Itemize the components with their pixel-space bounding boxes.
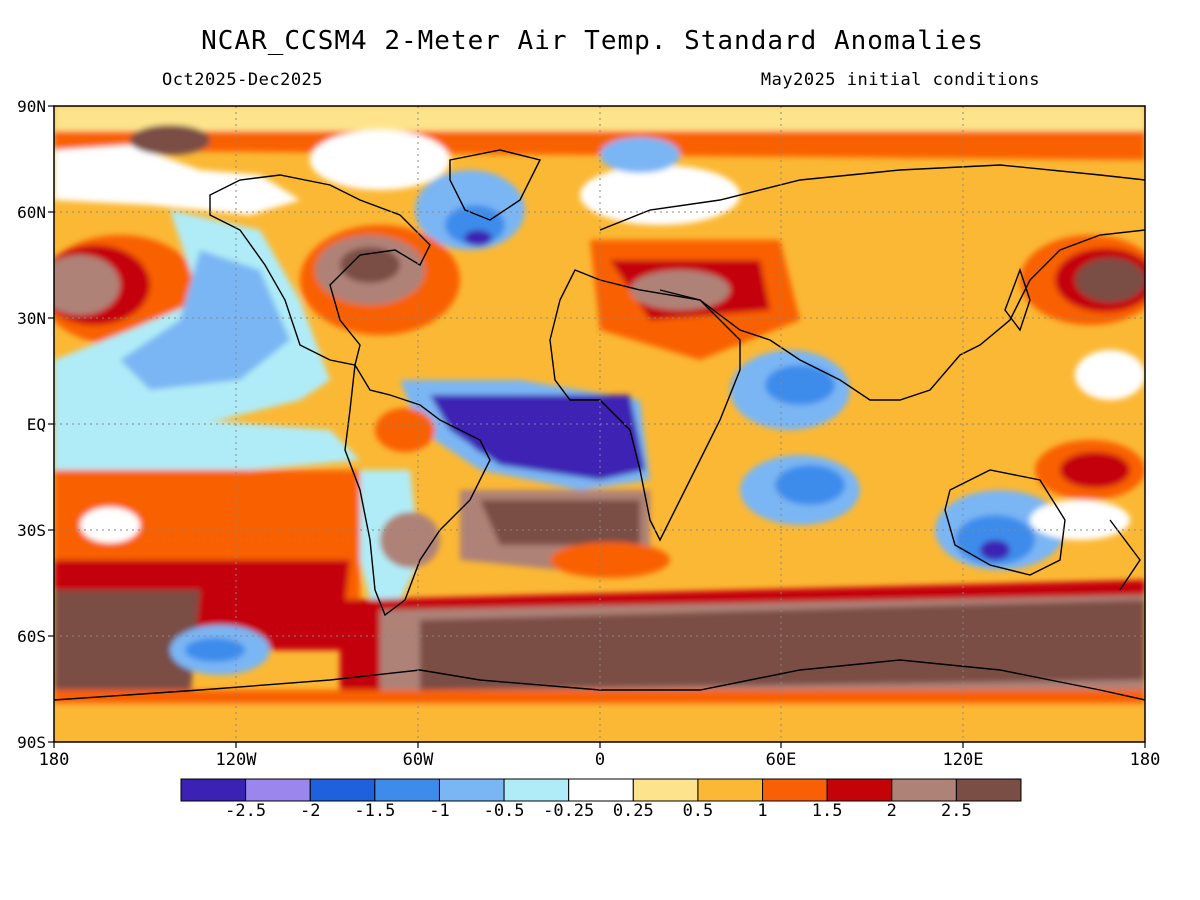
axis-ticks [48, 105, 1146, 748]
colorbar-label: -2 [299, 801, 321, 821]
forecast-period: Oct2025-Dec2025 [162, 70, 324, 90]
colorbar-swatch [438, 778, 505, 802]
colorbar-label: -1.5 [354, 801, 396, 821]
lon-label-120w: 120W [215, 750, 257, 770]
colorbar-label: 0.25 [612, 801, 654, 821]
colorbar-swatch [568, 778, 634, 802]
colorbar [180, 778, 1022, 802]
colorbar-label: 2.5 [941, 801, 972, 821]
colorbar-label: 1.5 [811, 801, 843, 821]
lon-label-180e: 180 [1129, 750, 1161, 770]
lon-label-120e: 120E [942, 750, 984, 770]
lat-label-eq: EQ [26, 415, 46, 434]
lon-label-0: 0 [594, 750, 606, 770]
colorbar-swatch [245, 778, 311, 802]
colorbar-label: -2.5 [225, 801, 267, 821]
colorbar-label: 0.5 [682, 801, 714, 821]
colorbar-label: 1 [757, 801, 768, 821]
lat-label-60s: 60S [17, 627, 46, 646]
colorbar-swatch [697, 778, 764, 802]
colorbar-label: -0.25 [543, 801, 595, 821]
lat-label-90n: 90N [17, 97, 46, 116]
initial-conditions: May2025 initial conditions [760, 70, 1040, 90]
lat-label-60n: 60N [17, 203, 46, 222]
chart-title: NCAR_CCSM4 2-Meter Air Temp. Standard An… [201, 26, 984, 56]
gridlines [54, 106, 1145, 742]
colorbar-swatch [762, 778, 828, 802]
colorbar-swatch [180, 778, 247, 802]
colorbar-swatch [826, 778, 893, 802]
lon-label-60w: 60W [402, 750, 434, 770]
lon-label-60e: 60E [765, 750, 797, 770]
colorbar-swatch [309, 778, 376, 802]
lat-label-90s: 90S [17, 733, 46, 752]
lat-label-30n: 30N [17, 309, 46, 328]
colorbar-swatch [632, 778, 699, 802]
coastlines [53, 149, 1146, 701]
colorbar-swatch [891, 778, 957, 802]
colorbar-label: 2 [886, 801, 897, 821]
lon-label-180w: 180 [38, 750, 70, 770]
lat-label-30s: 30S [17, 521, 46, 540]
colorbar-swatch [503, 778, 570, 802]
anomaly-field [54, 106, 1145, 742]
colorbar-swatch [955, 778, 1022, 802]
colorbar-swatch [374, 778, 440, 802]
colorbar-label: -1 [429, 801, 450, 821]
colorbar-label: -0.5 [483, 801, 525, 821]
